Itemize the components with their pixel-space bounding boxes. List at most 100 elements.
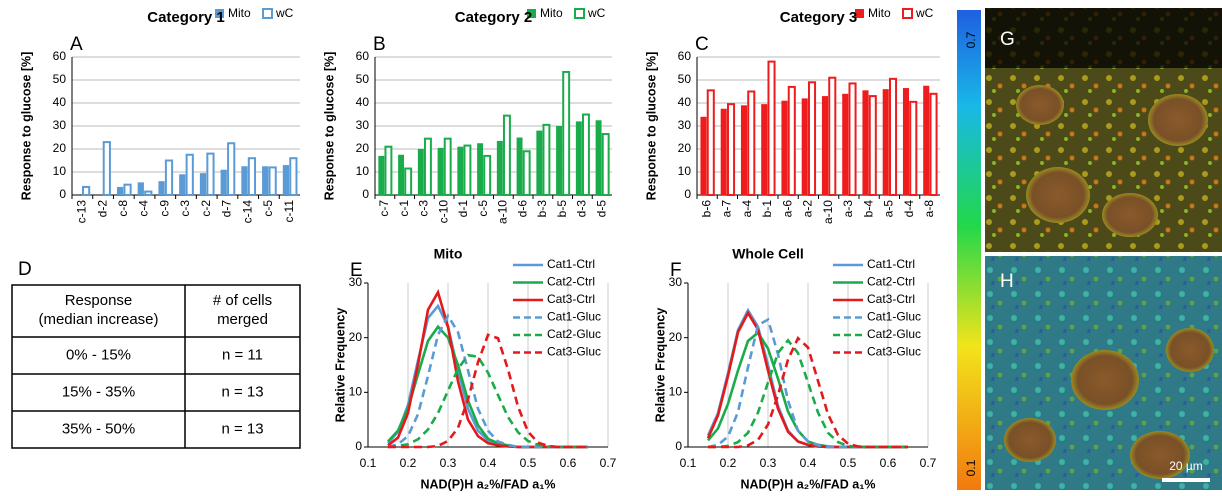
series-line <box>388 333 588 449</box>
legend-label: wC <box>915 6 934 20</box>
bar <box>807 81 817 196</box>
panel-label: H <box>1000 271 1014 292</box>
bar <box>720 108 727 195</box>
colorbar-min: 0.1 <box>964 459 978 476</box>
x-tick-label: c-1 <box>397 200 411 217</box>
bar <box>556 126 563 195</box>
x-tick-label: d-1 <box>456 200 470 218</box>
bar <box>575 121 582 195</box>
bar <box>137 182 144 195</box>
bar <box>562 70 571 196</box>
bar <box>164 159 174 196</box>
panel-label: G <box>1000 29 1015 50</box>
x-tick-label: a-2 <box>801 200 815 218</box>
table-cell: n = 13 <box>221 420 263 437</box>
y-tick-label: 40 <box>678 95 692 109</box>
bar <box>144 190 153 197</box>
y-tick-label: 50 <box>356 72 370 86</box>
panel-label: F <box>670 260 682 281</box>
x-tick-label: a-10 <box>821 200 835 224</box>
bar <box>457 146 464 195</box>
x-tick-label: d-7 <box>220 200 234 218</box>
x-tick-label: a-3 <box>841 200 855 218</box>
legend-label: Cat3-Ctrl <box>867 292 915 306</box>
x-tick-label: 0.3 <box>760 456 777 470</box>
bar <box>868 95 877 196</box>
legend-label: Cat2-Ctrl <box>547 275 595 289</box>
bar <box>700 116 707 195</box>
y-tick-label: 10 <box>669 385 683 399</box>
x-tick-label: a-8 <box>922 200 936 218</box>
chart-title: Category 2 <box>455 9 533 26</box>
y-tick-label: 10 <box>53 164 67 178</box>
y-tick-label: 50 <box>53 72 67 86</box>
bar <box>185 153 194 196</box>
x-tick-label: c-3 <box>417 200 431 217</box>
table-border <box>11 284 301 449</box>
x-tick-label: d-3 <box>575 200 589 218</box>
nucleus <box>1016 85 1064 125</box>
bar <box>909 100 918 196</box>
bar <box>206 152 215 197</box>
bar <box>902 88 910 195</box>
x-tick-label: d-2 <box>95 200 109 218</box>
y-tick-label: 30 <box>356 118 370 132</box>
bar <box>726 103 736 196</box>
bar <box>262 166 269 195</box>
legend-label: Cat1-Ctrl <box>547 257 595 271</box>
y-axis-label: Response to glucose [%] <box>19 52 33 201</box>
bar <box>801 98 808 195</box>
bar <box>923 85 930 195</box>
panel-label: C <box>695 34 709 55</box>
y-axis-label: Response to glucose [%] <box>322 52 336 201</box>
bar <box>268 166 277 196</box>
x-tick-label: b-1 <box>760 200 774 218</box>
x-tick-label: 0.5 <box>520 456 537 470</box>
bar <box>848 82 857 196</box>
x-tick-label: 0.4 <box>800 456 817 470</box>
x-tick-label: 0.7 <box>920 456 937 470</box>
x-axis-label: NAD(P)H a₂%/FAD a₁% <box>740 477 875 491</box>
y-tick-label: 30 <box>678 118 692 132</box>
chart-title: Category 1 <box>147 9 225 26</box>
y-tick-label: 20 <box>356 141 370 155</box>
y-tick-label: 50 <box>678 72 692 86</box>
panel-label: B <box>373 34 386 55</box>
x-tick-label: a-6 <box>780 200 794 218</box>
colorbar-max: 0.7 <box>964 31 978 48</box>
bar <box>282 165 290 195</box>
y-tick-label: 40 <box>53 95 67 109</box>
panel-label: D <box>18 259 32 280</box>
nucleus <box>1004 418 1056 462</box>
bar <box>781 100 788 195</box>
y-tick-label: 10 <box>356 164 370 178</box>
colorbar <box>957 10 981 490</box>
legend-label: Cat3-Ctrl <box>547 292 595 306</box>
nucleus <box>1130 431 1190 479</box>
x-tick-label: b-3 <box>535 200 549 218</box>
series-line <box>706 310 908 449</box>
bar <box>384 145 393 196</box>
legend-label: Cat3-Gluc <box>547 345 601 359</box>
y-tick-label: 10 <box>349 385 363 399</box>
x-tick-label: a-4 <box>740 200 754 218</box>
x-tick-label: 0.2 <box>720 456 737 470</box>
legend-label: Cat3-Gluc <box>867 345 921 359</box>
y-tick-label: 60 <box>678 49 692 63</box>
y-tick-label: 0 <box>59 187 66 201</box>
legend-label: wC <box>587 6 606 20</box>
bar <box>179 174 186 195</box>
legend-label: wC <box>275 6 294 20</box>
y-tick-label: 30 <box>53 118 67 132</box>
y-tick-label: 30 <box>669 275 683 289</box>
legend-label: Cat2-Gluc <box>867 327 921 341</box>
x-tick-label: d-5 <box>594 200 608 218</box>
bar <box>502 114 511 196</box>
y-tick-label: 20 <box>349 330 363 344</box>
table-cell: 15% - 35% <box>62 383 135 400</box>
x-tick-label: c-7 <box>377 200 391 217</box>
bar <box>828 76 837 196</box>
x-tick-label: b-5 <box>555 200 569 218</box>
x-tick-label: 0.1 <box>360 456 377 470</box>
